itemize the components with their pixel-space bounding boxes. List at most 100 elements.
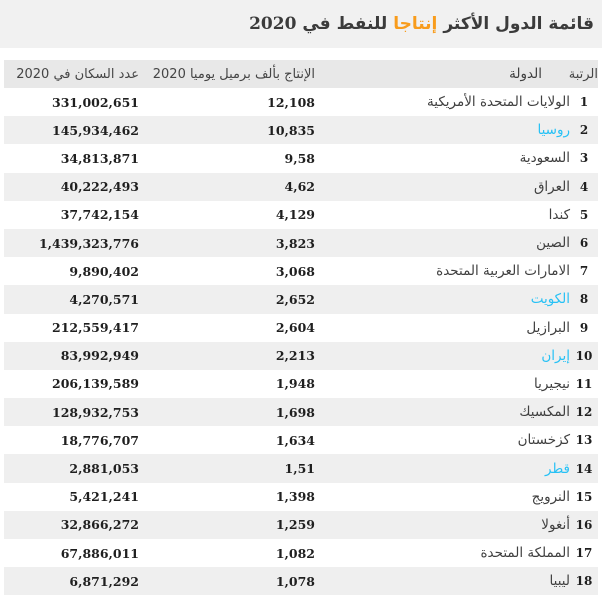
population-value: 128,932,753 — [52, 404, 139, 420]
country-name: كزخستان — [517, 432, 570, 449]
rank-value: 2 — [579, 123, 589, 138]
header-country: الدولة — [509, 66, 542, 82]
table-row: 7 الامارات العربية المتحدة 3,068 9,890,402 — [4, 257, 598, 286]
table-row: 2 روسيا 10,835 145,934,462 — [4, 116, 598, 145]
rank-value: 4 — [579, 179, 589, 194]
country-link[interactable]: الكويت — [530, 291, 570, 308]
country-name: الامارات العربية المتحدة — [436, 263, 570, 280]
population-value: 212,559,417 — [52, 320, 139, 336]
production-value: 2,652 — [275, 291, 315, 307]
population-value: 2,881,053 — [69, 461, 139, 477]
country-name: ليبيا — [549, 573, 570, 590]
table-row: 17 المملكة المتحدة 1,082 67,886,011 — [4, 539, 598, 568]
rank-value: 15 — [575, 489, 593, 504]
header-rank: الرتبة — [568, 66, 598, 82]
table-row: 14 قطر 1,51 2,881,053 — [4, 454, 598, 483]
production-value: 1,948 — [275, 376, 315, 392]
country-name: المملكة المتحدة — [480, 545, 570, 562]
population-value: 67,886,011 — [60, 545, 139, 561]
title-text-1: قائمة الدول الأكثر — [443, 14, 594, 34]
population-value: 5,421,241 — [69, 489, 139, 505]
country-name: النرويج — [531, 488, 570, 505]
country-name: كندا — [548, 206, 570, 223]
rank-value: 8 — [579, 292, 589, 307]
population-value: 1,439,323,776 — [38, 235, 139, 251]
table-row: 10 إيران 2,213 83,992,949 — [4, 341, 598, 370]
rank-value: 16 — [575, 517, 593, 532]
production-value: 9,58 — [284, 150, 315, 166]
table-row: 1 الولايات المتحدة الأمريكية 12,108 331,002… — [4, 88, 598, 117]
oil-producers-table: الرتبة الدولة الإنتاج بألف برميل يوميا 2… — [4, 60, 598, 596]
title-text-2: للنفط في 2020 — [249, 14, 388, 34]
title-highlight: إنتاجا — [393, 14, 438, 34]
population-value: 34,813,871 — [60, 150, 139, 166]
rank-value: 17 — [575, 546, 593, 561]
population-value: 32,866,272 — [60, 517, 139, 533]
population-value: 37,742,154 — [60, 207, 139, 223]
rank-value: 10 — [575, 348, 593, 363]
rank-value: 14 — [575, 461, 593, 476]
production-value: 1,51 — [284, 461, 315, 477]
table-row: 5 كندا 4,129 37,742,154 — [4, 200, 598, 229]
rank-value: 18 — [575, 574, 593, 589]
table-row: 9 البرازيل 2,604 212,559,417 — [4, 313, 598, 342]
production-value: 10,835 — [267, 122, 315, 138]
rank-value: 9 — [579, 320, 589, 335]
page-title: قائمة الدول الأكثر إنتاجا للنفط في 2020 — [249, 14, 594, 34]
rank-value: 1 — [579, 95, 589, 110]
country-link[interactable]: إيران — [541, 347, 570, 364]
production-value: 2,213 — [275, 348, 315, 364]
rank-value: 7 — [579, 264, 589, 279]
production-value: 3,068 — [275, 263, 315, 279]
table-body: 1 الولايات المتحدة الأمريكية 12,108 331,002… — [4, 88, 598, 596]
table-row: 13 كزخستان 1,634 18,776,707 — [4, 426, 598, 455]
rank-value: 3 — [579, 151, 589, 166]
population-value: 18,776,707 — [60, 432, 139, 448]
production-value: 4,62 — [284, 179, 315, 195]
population-value: 6,871,292 — [69, 573, 139, 589]
production-value: 1,634 — [275, 432, 315, 448]
table-row: 8 الكويت 2,652 4,270,571 — [4, 285, 598, 314]
production-value: 12,108 — [267, 94, 315, 110]
production-value: 2,604 — [275, 320, 315, 336]
production-value: 3,823 — [275, 235, 315, 251]
population-value: 4,270,571 — [69, 291, 139, 307]
country-name: الصين — [536, 235, 570, 252]
header-population: عدد السكان في 2020 — [16, 66, 139, 82]
production-value: 1,398 — [275, 489, 315, 505]
country-name: البرازيل — [526, 319, 570, 336]
table-row: 16 أنغولا 1,259 32,866,272 — [4, 510, 598, 539]
population-value: 9,890,402 — [69, 263, 139, 279]
country-link[interactable]: قطر — [545, 460, 570, 477]
country-name: أنغولا — [541, 516, 570, 533]
rank-value: 13 — [575, 433, 593, 448]
table-row: 12 المكسيك 1,698 128,932,753 — [4, 398, 598, 427]
country-name: نيجيريا — [534, 375, 570, 392]
header-production: الإنتاج بألف برميل يوميا 2020 — [152, 66, 315, 82]
table-row: 15 النرويج 1,398 5,421,241 — [4, 482, 598, 511]
spacer — [0, 48, 602, 60]
rank-value: 12 — [575, 405, 593, 420]
population-value: 83,992,949 — [60, 348, 139, 364]
production-value: 4,129 — [275, 207, 315, 223]
rank-value: 5 — [579, 207, 589, 222]
production-value: 1,259 — [275, 517, 315, 533]
country-name: العراق — [533, 178, 570, 195]
population-value: 206,139,589 — [52, 376, 139, 392]
table-row: 18 ليبيا 1,078 6,871,292 — [4, 567, 598, 596]
production-value: 1,698 — [275, 404, 315, 420]
population-value: 40,222,493 — [60, 179, 139, 195]
population-value: 331,002,651 — [52, 94, 139, 110]
table-row: 4 العراق 4,62 40,222,493 — [4, 172, 598, 201]
country-name: الولايات المتحدة الأمريكية — [427, 94, 570, 111]
production-value: 1,082 — [275, 545, 315, 561]
country-name: السعودية — [519, 150, 570, 167]
title-bar: قائمة الدول الأكثر إنتاجا للنفط في 2020 — [0, 0, 602, 48]
rank-value: 11 — [575, 376, 593, 391]
table-row: 6 الصين 3,823 1,439,323,776 — [4, 228, 598, 258]
table-header-row: الرتبة الدولة الإنتاج بألف برميل يوميا 2… — [4, 60, 598, 88]
table-row: 3 السعودية 9,58 34,813,871 — [4, 144, 598, 173]
country-link[interactable]: روسيا — [537, 122, 570, 139]
rank-value: 6 — [579, 236, 589, 251]
